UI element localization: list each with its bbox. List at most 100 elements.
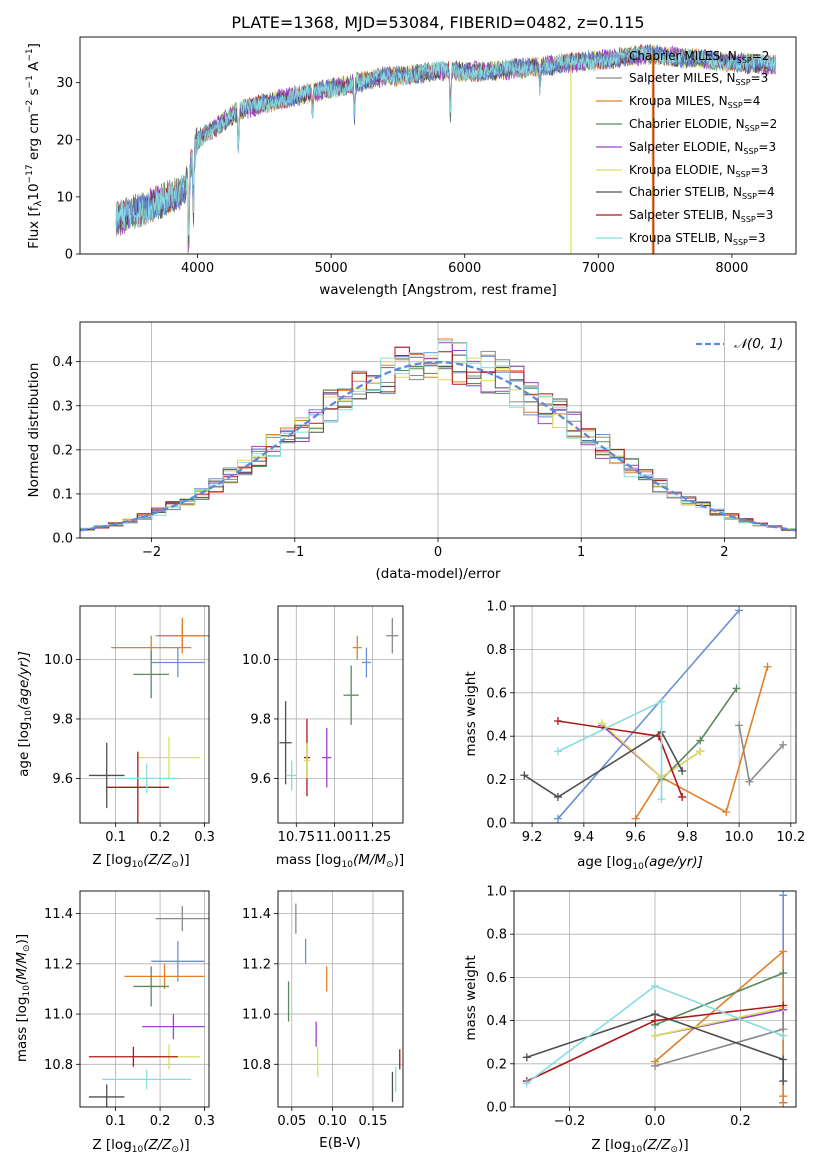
legend-label: Kroupa STELIB, NSSP=3: [629, 231, 766, 247]
errorbar-point: [133, 650, 169, 699]
weight-line: [654, 1006, 784, 1037]
ticks: 0.1 0.2 0.3 9.6 9.8 10.0: [44, 653, 215, 845]
errorbar-point: [142, 1014, 205, 1040]
ebv-mass-xlabel: E(B-V): [319, 1135, 361, 1151]
y-tick-label: 1.0: [486, 885, 507, 900]
y-tick-label: 11.4: [44, 907, 73, 922]
x-tick-label: −1: [285, 545, 304, 560]
x-tick-label: 7000: [582, 261, 615, 276]
figure-title: PLATE=1368, MJD=53084, FIBERID=0482, z=0…: [231, 13, 644, 32]
age-weight-xlabel: age [log10(age/yr)]: [577, 854, 703, 872]
y-tick-label: 0.2: [486, 773, 507, 788]
ticks: 10.75 11.00 11.25 9.6 9.8 10.0: [242, 653, 391, 845]
y-tick-label: 11.4: [242, 907, 271, 922]
legend-label: Chabrier STELIB, NSSP=4: [629, 185, 775, 201]
legend-entry-chabrier-stelib: Chabrier STELIB, NSSP=4: [596, 185, 775, 201]
y-tick-label: 11.0: [242, 1008, 271, 1023]
y-tick-label: 0.4: [52, 355, 73, 370]
legend-label: Salpeter STELIB, NSSP=3: [629, 208, 773, 224]
y-tick-label: 10.0: [44, 653, 73, 668]
y-tick-label: 9.6: [250, 772, 271, 787]
legend-entry-chabrier-elodie: Chabrier ELODIE, NSSP=2: [596, 117, 777, 133]
spectrum-line: [115, 45, 776, 236]
y-tick-label: 11.0: [44, 1008, 73, 1023]
plot-area: [80, 338, 796, 532]
weight-marker: [553, 792, 562, 801]
z-weight-ylabel: mass weight: [463, 955, 479, 1040]
axes-frame: [79, 890, 210, 1108]
weight-marker: [735, 721, 744, 730]
y-tick-label: 10.8: [44, 1058, 73, 1073]
spectrum-panel: 4000 5000 6000 7000 8000 0 10 20 30: [56, 36, 797, 276]
hist-xlabel: (data-model)/error: [375, 566, 501, 582]
errorbar-point: [88, 1084, 125, 1107]
x-tick-label: 5000: [315, 261, 348, 276]
errorbar-point: [151, 647, 205, 678]
y-tick-label: 0.3: [52, 399, 73, 414]
errorbar-point: [88, 1046, 178, 1067]
axes-frame: [513, 605, 797, 824]
errorbar-point: [133, 966, 169, 1007]
weight-line: [557, 700, 663, 800]
z-mass-ylabel: mass [log10(M/M⊙)]: [14, 934, 32, 1062]
legend-label: Kroupa ELODIE, NSSP=3: [629, 163, 768, 179]
y-tick-label: 0.6: [486, 686, 507, 701]
weight-marker: [696, 747, 705, 756]
weight-marker: [522, 1079, 531, 1088]
mass-age-panel: 10.75 11.00 11.25 9.6 9.8 10.0: [242, 605, 404, 845]
x-tick-label: 0.3: [194, 830, 215, 845]
weight-marker: [779, 947, 788, 956]
ticks: 4000 5000 6000 7000 8000 0 10 20 30: [56, 76, 748, 276]
weight-marker: [779, 1098, 788, 1107]
y-tick-label: 0.0: [486, 1101, 507, 1116]
errorbar-point: [88, 742, 125, 809]
y-tick-label: 9.6: [52, 772, 73, 787]
legend-label: Salpeter ELODIE, NSSP=3: [629, 140, 776, 156]
axes-frame: [513, 890, 797, 1108]
weight-marker: [657, 795, 666, 804]
z-weight-xlabel: Z [log10(Z/Z⊙)]: [591, 1137, 688, 1155]
y-tick-label: 0.2: [52, 443, 73, 458]
x-tick-label: 0.1: [105, 830, 126, 845]
weight-line: [654, 949, 785, 1103]
metallicity-mass-panel: 0.1 0.2 0.3 10.8 11.0 11.2 11.4: [44, 890, 215, 1129]
weight-marker: [522, 1053, 531, 1062]
errorbar-point: [160, 617, 205, 654]
errorbar-point: [386, 617, 399, 654]
x-tick-label: 8000: [715, 261, 748, 276]
plot-area: [88, 906, 209, 1107]
plot-area: [279, 617, 399, 797]
hist-ylabel: Normed distribution: [26, 363, 42, 498]
x-tick-label: 9.6: [625, 830, 646, 845]
x-tick-label: 1: [577, 545, 585, 560]
ticks: 0.05 0.10 0.15 10.8 11.0 11.2 11.4: [242, 907, 387, 1129]
errorbar-point: [322, 727, 332, 788]
x-tick-label: 0.0: [645, 1114, 666, 1129]
metallicity-weight-panel: −0.2 0.0 0.2 0.0 0.2 0.4 0.6 0.8 1.0: [486, 885, 797, 1129]
weight-marker: [553, 747, 562, 756]
axes-frame: [277, 605, 404, 824]
plot-area: [115, 43, 776, 254]
y-tick-label: 10: [56, 190, 73, 205]
x-tick-label: 0.2: [730, 1114, 751, 1129]
errorbar-point: [124, 963, 205, 989]
ticks: −2 −1 0 1 2 0.0 0.1 0.2 0.3 0.4: [52, 355, 728, 560]
x-tick-label: 4000: [181, 261, 214, 276]
weight-marker: [722, 808, 731, 817]
x-tick-label: 0.05: [277, 1114, 306, 1129]
errorbar-point: [151, 941, 205, 982]
y-tick-label: 9.8: [250, 712, 271, 727]
x-tick-label: 10.75: [278, 830, 315, 845]
errorbar-point: [115, 763, 178, 794]
plot-area: [520, 606, 788, 823]
errorbar-point: [106, 751, 169, 823]
plot-area: [287, 903, 401, 1102]
y-tick-label: 0.4: [486, 730, 507, 745]
hist-legend: 𝒩(0, 1): [696, 336, 783, 352]
y-tick-label: 9.8: [52, 712, 73, 727]
weight-line: [526, 1013, 785, 1082]
weight-marker: [651, 1031, 659, 1040]
hist-legend-label: 𝒩(0, 1): [734, 336, 783, 352]
y-tick-label: 10.0: [242, 653, 271, 668]
age-weight-panel: 9.2 9.4 9.6 9.8 10.0 10.2 0.0 0.2 0.4 0.6 0.8 1.0: [486, 600, 805, 846]
